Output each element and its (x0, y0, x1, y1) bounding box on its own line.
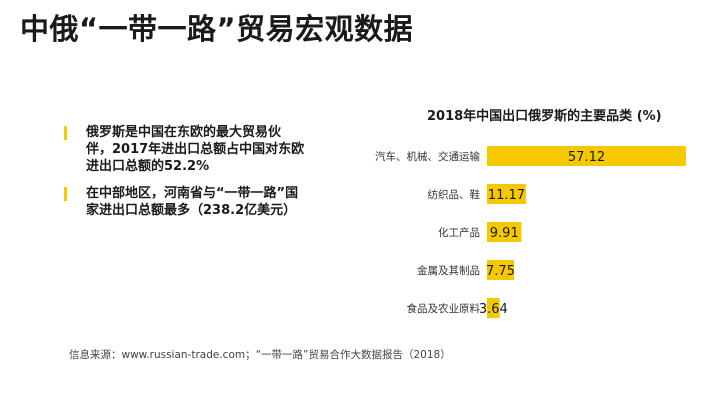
bar (487, 298, 500, 318)
bullet-marker (64, 126, 67, 140)
value-label: 7.75 (486, 264, 515, 279)
category-label: 金属及其制品 (417, 264, 480, 277)
category-label: 汽车、机械、交通运输 (375, 150, 480, 163)
source-note: 信息来源：www.russian-trade.com；“一带一路”贸易合作大数据… (69, 349, 451, 361)
category-label: 化工产品 (438, 226, 480, 239)
bar (487, 184, 526, 204)
value-label: 3.64 (479, 302, 508, 317)
bullet-text-henan: 在中部地区，河南省与“一带一路”国家进出口总额最多（238.2亿美元） (86, 186, 299, 218)
chart-title: 2018年中国出口俄罗斯的主要品类 (%) (427, 109, 662, 124)
value-label: 9.91 (490, 226, 519, 241)
bullet-marker (64, 187, 67, 201)
page-title: 中俄“一带一路”贸易宏观数据 (20, 12, 414, 46)
bullet-text-russia: 俄罗斯是中国在东欧的最大贸易伙伴，2017年进出口总额占中国对东欧进出口总额的5… (86, 125, 305, 174)
value-label: 11.17 (488, 188, 525, 203)
bar (487, 260, 515, 280)
bar (487, 146, 686, 166)
value-label: 57.12 (568, 150, 605, 165)
category-label: 纺织品、鞋 (428, 188, 481, 201)
category-label: 食品及农业原料 (407, 302, 481, 315)
bar (487, 222, 522, 242)
